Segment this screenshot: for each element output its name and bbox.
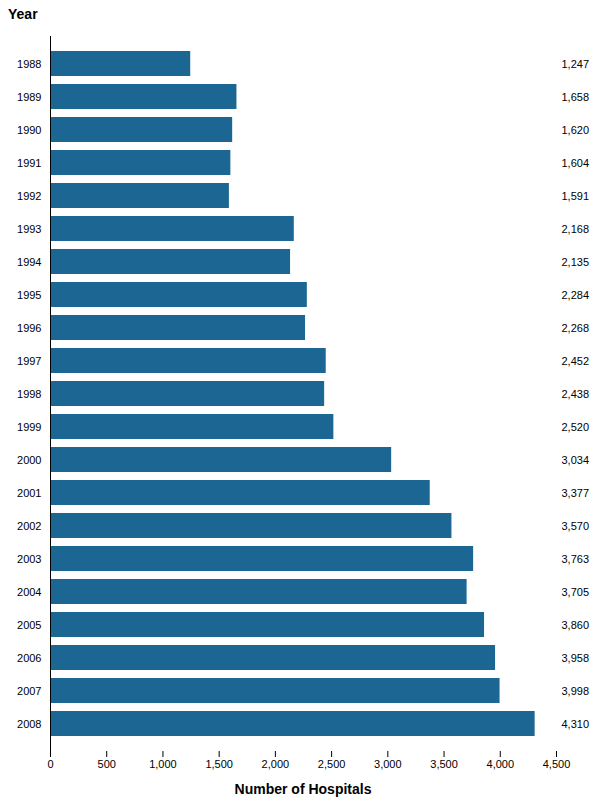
svg-text:2004: 2004 (17, 586, 41, 598)
svg-text:1995: 1995 (17, 289, 41, 301)
svg-text:3,958: 3,958 (562, 652, 590, 664)
svg-text:2,438: 2,438 (562, 388, 590, 400)
svg-text:3,000: 3,000 (374, 758, 402, 770)
svg-text:4,000: 4,000 (487, 758, 515, 770)
svg-text:2,168: 2,168 (562, 223, 590, 235)
svg-text:3,500: 3,500 (430, 758, 458, 770)
svg-text:1997: 1997 (17, 355, 41, 367)
svg-text:2005: 2005 (17, 619, 41, 631)
svg-text:2007: 2007 (17, 685, 41, 697)
svg-text:2,135: 2,135 (562, 256, 590, 268)
svg-text:1988: 1988 (17, 58, 41, 70)
svg-text:4,500: 4,500 (543, 758, 571, 770)
svg-text:2000: 2000 (17, 454, 41, 466)
svg-text:1999: 1999 (17, 421, 41, 433)
svg-text:2002: 2002 (17, 520, 41, 532)
svg-text:2003: 2003 (17, 553, 41, 565)
svg-text:1989: 1989 (17, 91, 41, 103)
svg-text:2,452: 2,452 (562, 355, 590, 367)
svg-text:3,763: 3,763 (562, 553, 590, 565)
svg-text:3,377: 3,377 (562, 487, 590, 499)
svg-text:1991: 1991 (17, 157, 41, 169)
svg-text:1990: 1990 (17, 124, 41, 136)
html-text:Year: Year (8, 6, 38, 22)
svg-text:2,500: 2,500 (318, 758, 346, 770)
svg-text:1993: 1993 (17, 223, 41, 235)
svg-text:3,570: 3,570 (562, 520, 590, 532)
svg-text:500: 500 (98, 758, 116, 770)
svg-text:2008: 2008 (17, 718, 41, 730)
svg-text:1,658: 1,658 (562, 91, 590, 103)
svg-text:2,284: 2,284 (562, 289, 590, 301)
svg-text:3,998: 3,998 (562, 685, 590, 697)
svg-text:1,620: 1,620 (562, 124, 590, 136)
svg-text:3,034: 3,034 (562, 454, 590, 466)
svg-text:2006: 2006 (17, 652, 41, 664)
svg-text:1,247: 1,247 (562, 58, 590, 70)
svg-text:1,604: 1,604 (562, 157, 590, 169)
svg-text:1,591: 1,591 (562, 190, 590, 202)
html-text:Number of Hospitals: Number of Hospitals (234, 781, 372, 797)
svg-text:2,000: 2,000 (262, 758, 290, 770)
svg-text:3,860: 3,860 (562, 619, 590, 631)
svg-text:2,520: 2,520 (562, 421, 590, 433)
svg-text:4,310: 4,310 (562, 718, 590, 730)
svg-text:2001: 2001 (17, 487, 41, 499)
svg-text:1,000: 1,000 (149, 758, 177, 770)
svg-text:0: 0 (47, 758, 53, 770)
svg-text:1,500: 1,500 (205, 758, 233, 770)
svg-text:1994: 1994 (17, 256, 41, 268)
svg-text:1992: 1992 (17, 190, 41, 202)
svg-text:2,268: 2,268 (562, 322, 590, 334)
svg-text:3,705: 3,705 (562, 586, 590, 598)
svg-text:1998: 1998 (17, 388, 41, 400)
svg-text:1996: 1996 (17, 322, 41, 334)
